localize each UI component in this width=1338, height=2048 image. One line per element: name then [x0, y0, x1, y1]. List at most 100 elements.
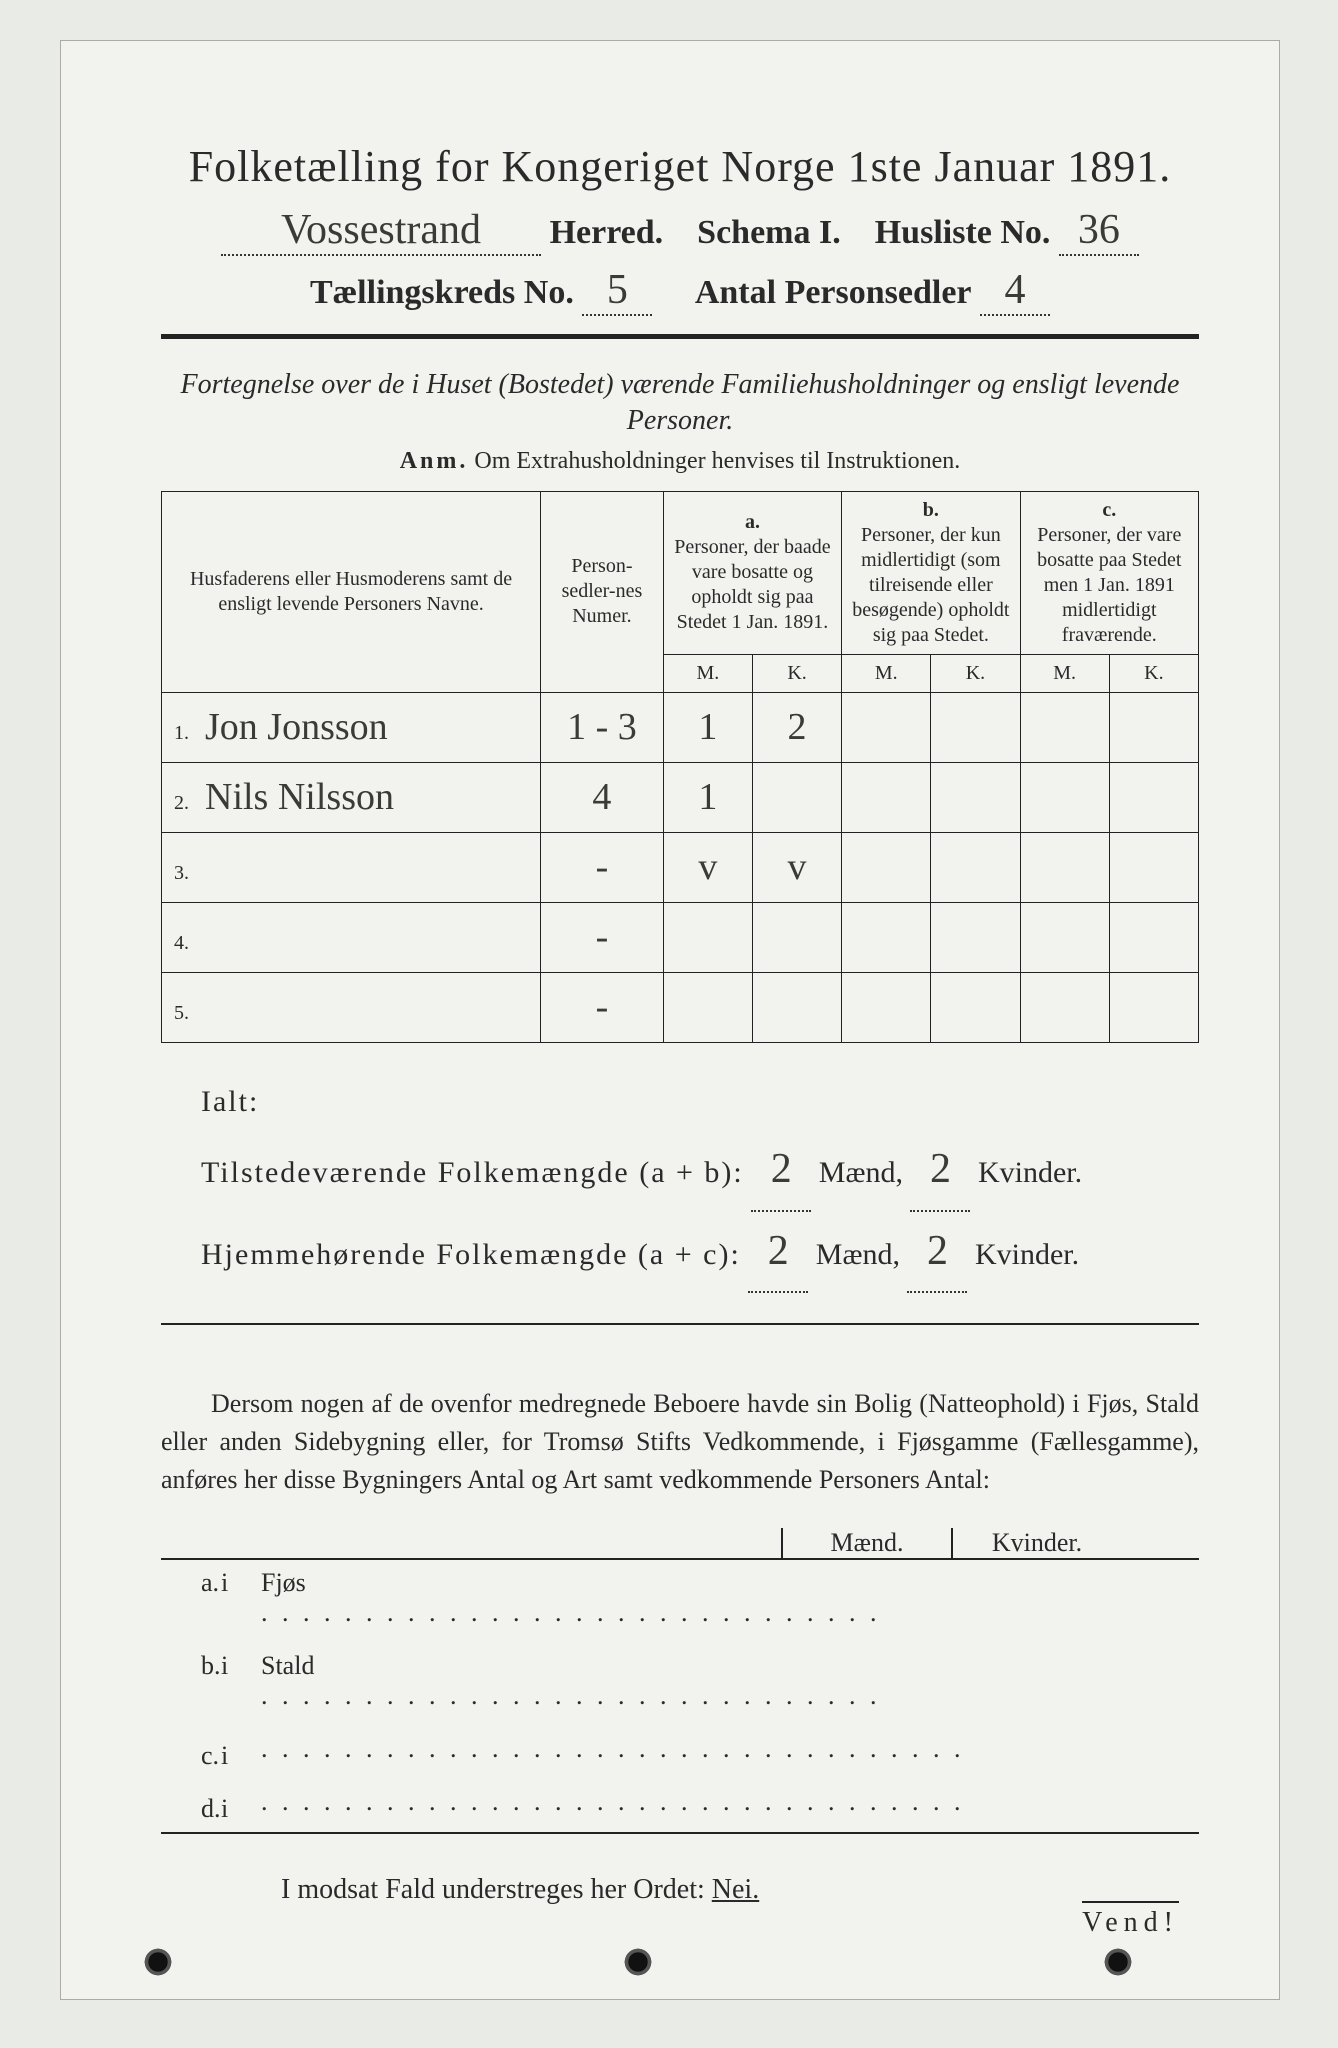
th-a-text: Personer, der baade vare bosatte og opho… [668, 535, 837, 635]
totals-block: Ialt: Tilstedeværende Folkemængde (a + b… [161, 1073, 1199, 1294]
cell-a-m: v [698, 846, 717, 888]
sub-letter: a. [161, 1568, 221, 1598]
table-row: 5. - [162, 972, 1199, 1042]
sub-i: i [221, 1741, 261, 1771]
divider-heavy [161, 334, 1199, 339]
sub-i: i [221, 1568, 261, 1598]
outbuilding-row: c. i . . . . . . . . . . . . . . . . . .… [161, 1726, 1199, 1779]
cell-a-m: 1 [698, 776, 717, 818]
sub-label-text: Fjøs [261, 1568, 306, 1597]
table-row: 4. - [162, 902, 1199, 972]
outbuilding-header: Mænd. Kvinder. [161, 1528, 1199, 1560]
dots: . . . . . . . . . . . . . . . . . . . . … [261, 1787, 965, 1817]
note-paragraph: Dersom nogen af de ovenfor medregnede Be… [161, 1385, 1199, 1498]
tilstede-label: Tilstedeværende Folkemængde (a + b): [201, 1156, 744, 1189]
sub-label: . . . . . . . . . . . . . . . . . . . . … [261, 1787, 781, 1824]
antal-field: 4 [980, 266, 1050, 316]
th-a: a. Personer, der baade vare bosatte og o… [663, 491, 841, 654]
cell-a-m: 1 [698, 706, 717, 748]
maend-label-2: Mænd, [816, 1238, 900, 1271]
anm-prefix: Anm. [400, 448, 469, 474]
th-c-m: M. [1020, 654, 1109, 692]
th-c-k: K. [1109, 654, 1198, 692]
th-c-label: c. [1025, 498, 1194, 523]
cell-a-k: v [788, 846, 807, 888]
anm-note: Anm. Om Extrahusholdninger henvises til … [161, 448, 1199, 475]
sub-hdr-k: Kvinder. [951, 1528, 1121, 1558]
cell-name: 1. Jon Jonsson [162, 692, 541, 762]
hjemme-line: Hjemmehørende Folkemængde (a + c): 2 Mæn… [201, 1212, 1199, 1294]
th-b-m: M. [842, 654, 931, 692]
cell-name: 4. [162, 902, 541, 972]
th-a-k: K. [752, 654, 841, 692]
th-b-k: K. [931, 654, 1020, 692]
th-c: c. Personer, der vare bosatte paa Stedet… [1020, 491, 1198, 654]
hjemme-label: Hjemmehørende Folkemængde (a + c): [201, 1238, 741, 1271]
hjemme-k: 2 [907, 1212, 967, 1294]
sub-i: i [221, 1794, 261, 1824]
modsat-text: I modsat Fald understreges her Ordet: [281, 1874, 705, 1905]
sub-letter: d. [161, 1794, 221, 1824]
th-b-label: b. [846, 498, 1015, 523]
tilstede-m: 2 [751, 1130, 811, 1212]
hjemme-m: 2 [748, 1212, 808, 1294]
table-row: 1. Jon Jonsson 1 - 3 1 2 [162, 692, 1199, 762]
husliste-no-field: 36 [1059, 206, 1139, 256]
kvinder-label: Kvinder. [978, 1156, 1082, 1189]
page-title: Folketælling for Kongeriget Norge 1ste J… [161, 141, 1199, 192]
cell-name: 5. [162, 972, 541, 1042]
row-index: 3. [174, 862, 200, 885]
cell-name: 2. Nils Nilsson [162, 762, 541, 832]
outbuilding-row: d. i . . . . . . . . . . . . . . . . . .… [161, 1779, 1199, 1834]
sub-label-text: Stald [261, 1651, 314, 1680]
kreds-label: Tællingskreds No. [310, 274, 574, 311]
punch-hole-icon [621, 1945, 655, 1979]
herred-name-field: Vossestrand [221, 206, 541, 256]
dots: . . . . . . . . . . . . . . . . . . . . … [261, 1734, 965, 1764]
row-index: 2. [174, 792, 200, 815]
nei-word: Nei. [712, 1874, 759, 1905]
husliste-label: Husliste No. [875, 214, 1051, 251]
outbuilding-row: b. i Stald . . . . . . . . . . . . . . .… [161, 1643, 1199, 1726]
anm-text: Om Extrahusholdninger henvises til Instr… [474, 448, 960, 474]
cell-a-k: 2 [788, 706, 807, 748]
divider-thin [161, 1323, 1199, 1325]
kreds-line: Tællingskreds No. 5 Antal Personsedler 4 [161, 266, 1199, 316]
ialt-label: Ialt: [201, 1073, 1199, 1130]
sub-hdr-m: Mænd. [781, 1528, 951, 1558]
maend-label: Mænd, [819, 1156, 903, 1189]
punch-hole-icon [141, 1945, 175, 1979]
cell-num: 1 - 3 [567, 706, 637, 748]
row-index: 1. [174, 722, 200, 745]
th-names-text: Husfaderens eller Husmoderens samt de en… [190, 568, 512, 615]
sub-label: . . . . . . . . . . . . . . . . . . . . … [261, 1734, 781, 1771]
modsat-line: I modsat Fald understreges her Ordet: Ne… [161, 1874, 1199, 1906]
table-row: 2. Nils Nilsson 4 1 [162, 762, 1199, 832]
census-form-page: Folketælling for Kongeriget Norge 1ste J… [60, 40, 1280, 2000]
antal-label: Antal Personsedler [695, 274, 972, 311]
outbuilding-row: a. i Fjøs . . . . . . . . . . . . . . . … [161, 1560, 1199, 1643]
punch-hole-icon [1101, 1945, 1135, 1979]
herred-line: Vossestrand Herred. Schema I. Husliste N… [161, 206, 1199, 256]
cell-num: - [596, 846, 609, 888]
kvinder-label-2: Kvinder. [975, 1238, 1079, 1271]
schema-label: Schema I. [697, 214, 841, 251]
dots: . . . . . . . . . . . . . . . . . . . . … [261, 1681, 881, 1711]
cell-name: 3. [162, 832, 541, 902]
th-b: b. Personer, der kun midlertidigt (som t… [842, 491, 1020, 654]
th-numer: Person-sedler-nes Numer. [541, 491, 664, 692]
herred-label: Herred. [550, 214, 664, 251]
census-table: Husfaderens eller Husmoderens samt de en… [161, 491, 1199, 1043]
row-index: 5. [174, 1002, 200, 1025]
person-name: Nils Nilsson [205, 776, 394, 818]
dots: . . . . . . . . . . . . . . . . . . . . … [261, 1598, 881, 1628]
outbuilding-table: Mænd. Kvinder. a. i Fjøs . . . . . . . .… [161, 1528, 1199, 1834]
form-description: Fortegnelse over de i Huset (Bostedet) v… [161, 367, 1199, 440]
table-row: 3. - v v [162, 832, 1199, 902]
sub-letter: c. [161, 1741, 221, 1771]
census-tbody: 1. Jon Jonsson 1 - 3 1 2 2. Nils Nilsson… [162, 692, 1199, 1042]
person-name: Jon Jonsson [205, 706, 388, 748]
tilstede-line: Tilstedeværende Folkemængde (a + b): 2 M… [201, 1130, 1199, 1212]
th-b-text: Personer, der kun midlertidigt (som tilr… [846, 523, 1015, 648]
sub-i: i [221, 1651, 261, 1681]
